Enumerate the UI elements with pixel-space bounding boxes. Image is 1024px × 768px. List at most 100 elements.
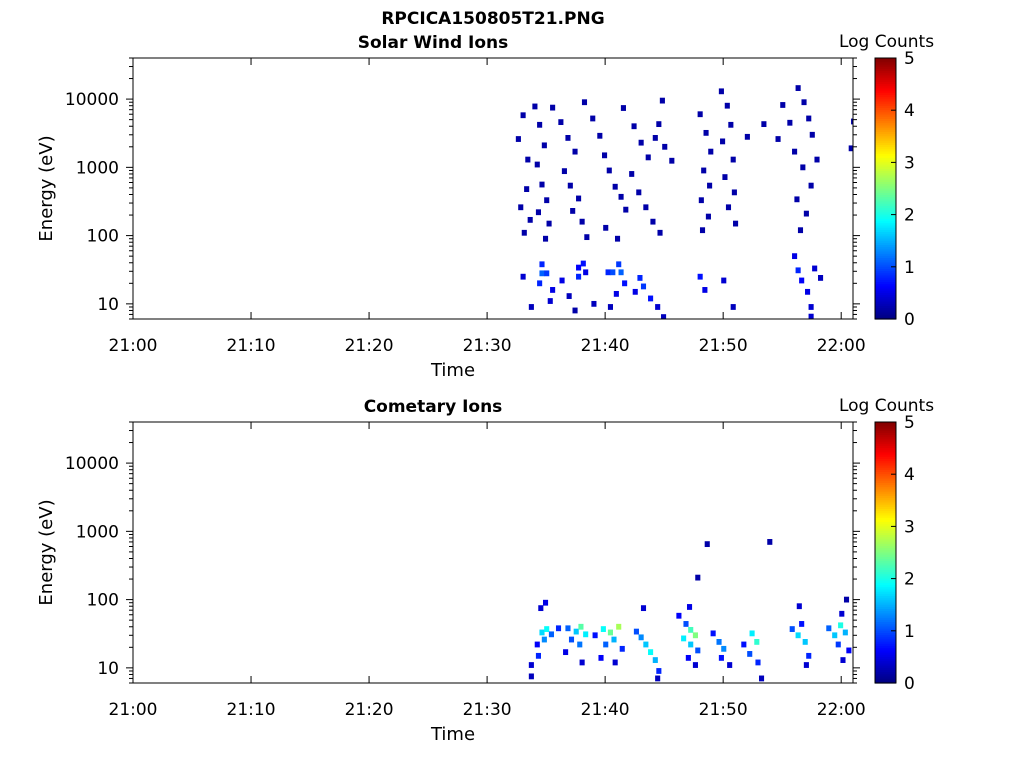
heatmap-cell [792,253,798,260]
colorbar-segment [875,310,896,314]
colorbar-segment [875,467,896,471]
heatmap-cell [581,99,588,106]
heatmap-cell [539,629,545,636]
colorbar-segment [875,131,896,135]
heatmap-cell [527,216,533,223]
colorbar-segment [875,236,896,240]
colorbar-segment [875,136,896,140]
colorbar-segment [875,502,896,506]
colorbar-segment [875,168,896,172]
colorbar-segment [875,487,896,491]
colorbar-segment [875,528,896,532]
heatmap-cell [683,621,689,627]
heatmap-cell [616,623,622,630]
heatmap-cell [632,288,638,295]
colorbar-segment [875,77,896,81]
heatmap-cell [583,631,589,638]
colorbar-segment [875,659,896,662]
heatmap-cell [576,273,582,280]
colorbar-segment [875,674,896,678]
colorbar-segment [875,556,896,560]
x-tick-label: 21:40 [581,700,630,720]
colorbar-segment [875,184,896,187]
heatmap-cell [688,626,694,633]
heatmap-cell [610,269,616,276]
heatmap-cell [537,280,543,287]
colorbar-segment [875,530,896,534]
heatmap-cell [544,270,550,277]
colorbar-segment [875,273,896,277]
colorbar-segment [875,506,896,510]
colorbar-segment [875,125,896,129]
heatmap-cell [780,102,786,108]
colorbar-segment [875,255,896,259]
colorbar-segment [875,103,896,107]
colorbar-segment [875,450,896,454]
heatmap-cell [801,99,807,106]
heatmap-cell [692,632,698,639]
colorbar-segment [875,164,896,168]
colorbar-segment [875,260,896,264]
heatmap-cell [620,105,626,111]
heatmap-cell [797,227,804,234]
heatmap-cell [718,654,724,661]
heatmap-cell [602,152,608,159]
heatmap-cell [613,290,619,297]
colorbar-segment [875,266,896,270]
colorbar-segment [875,654,896,658]
heatmap-cell [698,197,704,204]
heatmap-cell [515,136,521,142]
heatmap-cell [814,156,820,163]
heatmap-cell [542,599,549,606]
x-tick-label: 21:20 [345,336,394,356]
colorbar-segment [875,576,896,580]
colorbar-segment [875,574,896,578]
heatmap-cell [539,181,545,188]
heatmap-cell [789,626,795,632]
heatmap-cell [731,189,737,196]
heatmap-cell [710,630,716,637]
heatmap-cell [550,104,556,111]
heatmap-cell [550,287,556,293]
heatmap-cell [839,610,845,617]
colorbar-segment [875,138,896,142]
heatmap-cell [840,657,846,663]
colorbar-segment [875,598,896,601]
y-tick-label: 100 [87,227,119,247]
colorbar-segment [875,86,896,90]
colorbar-segment [875,195,896,198]
heatmap-cell [561,168,567,175]
heatmap-cell [808,182,814,189]
heatmap-cell [688,641,694,648]
colorbar-segment [875,613,896,617]
colorbar-segment [875,247,896,250]
colorbar-tick-label: 3 [904,153,915,173]
colorbar-segment [875,513,896,517]
heatmap-cell [652,657,658,663]
y-tick-label: 10000 [65,90,119,110]
heatmap-cell [730,304,736,310]
colorbar-segment [875,238,896,242]
colorbar-segment [875,149,896,153]
colorbar-segment [875,476,896,480]
heatmap-cell [842,629,848,636]
heatmap-cell [542,235,549,242]
heatmap-cell [832,632,838,639]
colorbar-segment [875,214,896,218]
colorbar-segment [875,591,896,595]
colorbar-segment [875,580,896,584]
x-tick-label: 21:10 [227,700,276,720]
heatmap-cell [583,269,589,276]
colorbar-segment [875,301,896,305]
colorbar-segment [875,275,896,279]
colorbar-segment [875,593,896,597]
heatmap-cell [622,280,628,287]
heatmap-cell [697,111,703,118]
colorbar-segment [875,218,896,222]
colorbar-segment [875,84,896,87]
colorbar-segment [875,626,896,630]
colorbar-segment [875,639,896,643]
heatmap-cell [758,675,765,682]
heatmap-cell [716,639,722,645]
